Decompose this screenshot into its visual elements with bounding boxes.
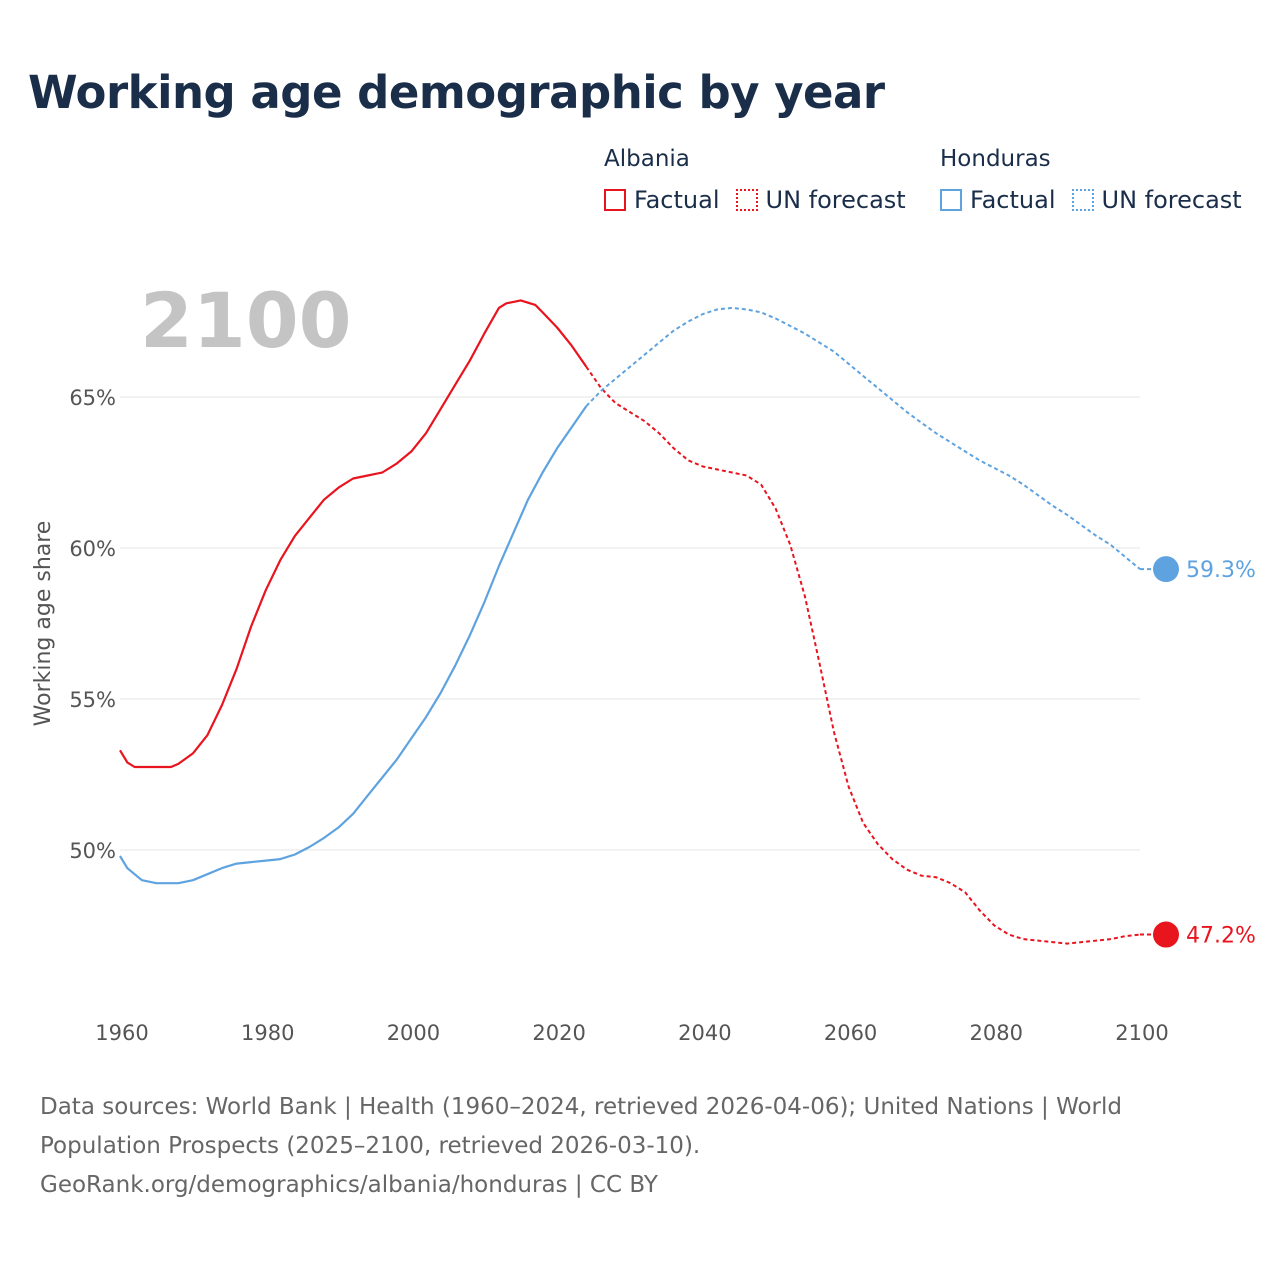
- sources-line-3: GeoRank.org/demographics/albania/hondura…: [40, 1172, 658, 1198]
- legend-albania-forecast-swatch: [735, 189, 758, 211]
- x-tick-label: 2100: [1115, 1021, 1168, 1045]
- data-sources: Data sources: World Bank | Health (1960–…: [40, 1088, 1240, 1205]
- x-tick-label: 2080: [970, 1021, 1023, 1045]
- legend-honduras-forecast-label: UN forecast: [1101, 186, 1242, 214]
- honduras-flag-icon: [1153, 556, 1179, 583]
- legend-honduras-factual[interactable]: Factual: [940, 186, 1056, 214]
- series-line-albania-factual: [119, 299, 588, 769]
- chart-title: Working age demographic by year: [28, 66, 885, 119]
- x-tick-label: 1960: [95, 1021, 148, 1045]
- legend-honduras-name: Honduras: [940, 146, 1051, 172]
- legend-albania: Albania Factual UN forecast: [604, 146, 922, 214]
- series-end-label-albania: 47.2%: [1186, 924, 1256, 949]
- legend-albania-factual[interactable]: Factual: [604, 186, 720, 214]
- x-tick-label: 2040: [678, 1021, 731, 1045]
- legend-albania-factual-label: Factual: [634, 186, 720, 214]
- series-line-honduras-forecast: [585, 306, 1141, 570]
- legend-albania-forecast-label: UN forecast: [765, 186, 906, 214]
- year-watermark: 2100: [140, 276, 352, 365]
- x-tick-label: 1980: [241, 1021, 294, 1045]
- x-tick-label: 2000: [387, 1021, 440, 1045]
- y-tick-label: 60%: [69, 537, 116, 561]
- series-line-albania-forecast: [585, 366, 1141, 945]
- y-tick-label: 55%: [69, 688, 116, 712]
- legend-albania-factual-swatch: [604, 189, 626, 211]
- legend-honduras-factual-label: Factual: [970, 186, 1056, 214]
- legend-honduras-factual-swatch: [940, 189, 962, 211]
- y-tick-label: 65%: [69, 386, 116, 410]
- series-end-label-honduras: 59.3%: [1186, 558, 1256, 583]
- x-tick-label: 2020: [532, 1021, 585, 1045]
- legend-honduras-forecast-swatch: [1071, 189, 1094, 211]
- series-line-honduras-factual: [119, 405, 588, 885]
- legend-honduras-forecast[interactable]: UN forecast: [1071, 186, 1242, 214]
- sources-line-1: Data sources: World Bank | Health (1960–…: [40, 1094, 1122, 1120]
- y-axis-label: Working age share: [31, 521, 56, 727]
- chart-svg: 50% 55% 60% 65% 1960 1980 2000 2020 2040 2060 2080…: [31, 299, 1256, 1045]
- legend-albania-forecast[interactable]: UN forecast: [735, 186, 906, 214]
- legend-albania-name: Albania: [604, 146, 690, 172]
- sources-line-2: Population Prospects (2025–2100, retriev…: [40, 1133, 701, 1159]
- albania-flag-icon: [1153, 921, 1179, 948]
- legend-honduras: Honduras Factual UN forecast: [940, 146, 1258, 214]
- y-tick-label: 50%: [69, 839, 116, 863]
- x-tick-label: 2060: [824, 1021, 877, 1045]
